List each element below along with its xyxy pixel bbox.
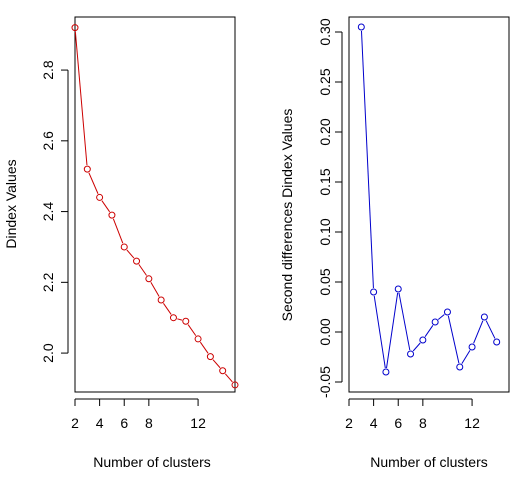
series-segment [126, 249, 135, 259]
y-tick-label: -0.05 [317, 366, 333, 398]
data-point [169, 314, 177, 322]
series-segment [224, 373, 233, 383]
data-point [493, 338, 501, 346]
x-tick-label: 6 [120, 415, 128, 431]
x-axis: 2 4 6 8 12 [71, 398, 206, 431]
x-tick-label: 8 [145, 415, 153, 431]
x-axis-label: Number of clusters [93, 454, 210, 470]
y-axis: -0.05 0.00 0.05 0.10 0.15 0.20 0.25 0.30 [317, 18, 343, 398]
dindex-series [71, 24, 239, 389]
x-axis: 2 4 6 8 12 [345, 398, 480, 431]
data-point [182, 317, 190, 325]
y-tick-label: 2.0 [40, 343, 56, 363]
data-point [120, 243, 128, 251]
data-point [145, 275, 153, 283]
data-point [71, 24, 79, 32]
data-point [231, 381, 239, 389]
series-segment [386, 292, 399, 369]
x-tick-label: 4 [96, 415, 104, 431]
y-tick-label: 0.20 [317, 118, 333, 145]
series-segment [461, 350, 471, 364]
series-segment [412, 342, 421, 352]
series-segment [360, 30, 374, 289]
data-point [407, 350, 415, 358]
data-point [83, 165, 91, 173]
series-segment [150, 282, 160, 297]
series-segment [437, 314, 445, 320]
y-tick-label: 2.4 [40, 202, 56, 222]
x-tick-label: 8 [419, 415, 427, 431]
plot-frame [348, 16, 510, 393]
data-point [108, 211, 116, 219]
y-tick-label: 0.10 [317, 218, 333, 245]
series-segment [177, 318, 183, 321]
y-tick-label: 2.6 [40, 131, 56, 151]
series-segment [138, 264, 147, 276]
dindex-panel: 2 4 6 8 12 2.0 2.2 2.4 2.6 2.8 Number of cluster… [3, 16, 239, 470]
data-point [133, 257, 141, 265]
data-point [194, 335, 202, 343]
x-tick-label: 12 [464, 415, 480, 431]
series-segment [398, 292, 411, 351]
series-segment [88, 172, 99, 194]
x-tick-label: 6 [394, 415, 402, 431]
x-tick-label: 2 [71, 415, 79, 431]
plot-frame [74, 16, 236, 393]
data-point [468, 343, 476, 351]
y-tick-label: 0.05 [317, 268, 333, 295]
series-segment [74, 31, 88, 166]
data-point [456, 363, 464, 371]
second-differences-series [357, 23, 501, 376]
x-tick-label: 4 [370, 415, 378, 431]
data-point [219, 367, 227, 375]
data-point [431, 318, 439, 326]
series-segment [212, 359, 221, 369]
data-point [357, 23, 365, 31]
y-tick-label: 0.30 [317, 18, 333, 45]
data-point [370, 288, 378, 296]
series-segment [163, 303, 172, 315]
y-axis: 2.0 2.2 2.4 2.6 2.8 [40, 60, 69, 363]
data-point [157, 296, 165, 304]
data-point [480, 313, 488, 321]
data-point [206, 353, 214, 361]
series-segment [373, 295, 386, 369]
series-segment [187, 324, 197, 336]
data-point [443, 308, 451, 316]
x-axis-label: Number of clusters [370, 454, 487, 470]
x-tick-label: 12 [190, 415, 206, 431]
y-tick-label: 0.25 [317, 68, 333, 95]
series-segment [485, 320, 496, 339]
data-point [96, 193, 104, 201]
data-point [394, 285, 402, 293]
data-point [419, 336, 427, 344]
data-point [382, 368, 390, 376]
y-axis-label: Second differences Dindex Values [279, 109, 295, 322]
series-segment [473, 320, 484, 344]
y-tick-label: 2.8 [40, 60, 56, 80]
y-tick-label: 2.2 [40, 272, 56, 292]
series-segment [199, 341, 209, 354]
x-tick-label: 2 [345, 415, 353, 431]
series-segment [424, 325, 434, 337]
y-tick-label: 0.00 [317, 318, 333, 345]
series-segment [101, 200, 111, 213]
second-differences-panel: 2 4 6 8 12 -0.05 0.00 0.05 0.10 0.15 0.20 0.25 0.30… [279, 16, 510, 470]
series-segment [447, 315, 460, 364]
series-segment [112, 218, 124, 244]
y-tick-label: 0.15 [317, 168, 333, 195]
y-axis-label: Dindex Values [3, 159, 19, 248]
